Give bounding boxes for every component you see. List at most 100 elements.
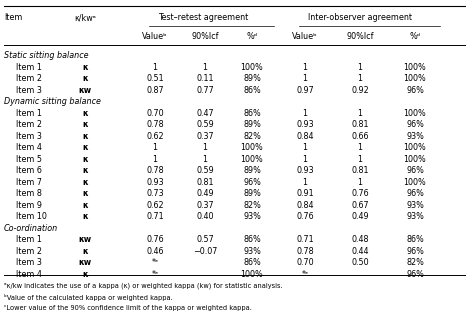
Text: 0.71: 0.71 (146, 212, 164, 221)
Text: Item 1: Item 1 (16, 235, 42, 244)
Text: κ: κ (82, 109, 88, 118)
Text: 1: 1 (302, 109, 308, 118)
Text: 96%: 96% (243, 177, 261, 187)
Text: Item: Item (4, 13, 22, 23)
Text: Item 2: Item 2 (16, 120, 42, 129)
Text: ᶜLower value of the 90% confidence limit of the kappa or weighted kappa.: ᶜLower value of the 90% confidence limit… (4, 305, 252, 311)
Text: κ: κ (82, 177, 88, 187)
Text: 93%: 93% (243, 212, 261, 221)
Text: *ᵉ: *ᵉ (301, 269, 309, 279)
Text: 0.92: 0.92 (351, 85, 369, 95)
Text: 0.71: 0.71 (296, 235, 314, 244)
Text: 0.37: 0.37 (196, 201, 214, 210)
Text: 1: 1 (302, 143, 308, 152)
Text: κ: κ (82, 155, 88, 164)
Text: Item 3: Item 3 (16, 85, 42, 95)
Text: 1: 1 (357, 74, 363, 83)
Text: Item 1: Item 1 (16, 63, 42, 72)
Text: 100%: 100% (241, 155, 264, 164)
Text: 0.44: 0.44 (351, 247, 369, 256)
Text: 0.37: 0.37 (196, 131, 214, 141)
Text: 96%: 96% (406, 269, 424, 279)
Text: κ: κ (82, 201, 88, 210)
Text: 1: 1 (153, 63, 157, 72)
Text: κ: κ (82, 131, 88, 141)
Text: *ᵉ: *ᵉ (151, 258, 159, 267)
Text: 0.84: 0.84 (296, 131, 314, 141)
Text: 1: 1 (153, 155, 157, 164)
Text: 93%: 93% (406, 201, 424, 210)
Text: 93%: 93% (243, 247, 261, 256)
Text: 0.76: 0.76 (146, 235, 164, 244)
Text: 1: 1 (202, 143, 208, 152)
Text: 82%: 82% (406, 258, 424, 267)
Text: 90%lcf: 90%lcf (191, 32, 219, 40)
Text: 1: 1 (357, 63, 363, 72)
Text: Item 3: Item 3 (16, 258, 42, 267)
Text: Item 8: Item 8 (16, 189, 42, 198)
Text: %ᵈ: %ᵈ (246, 32, 257, 40)
Text: 89%: 89% (243, 74, 261, 83)
Text: κ: κ (82, 143, 88, 152)
Text: Dynamic sitting balance: Dynamic sitting balance (4, 97, 101, 106)
Text: 89%: 89% (243, 120, 261, 129)
Text: κ: κ (82, 166, 88, 175)
Text: 96%: 96% (406, 189, 424, 198)
Text: 0.49: 0.49 (351, 212, 369, 221)
Text: 1: 1 (357, 109, 363, 118)
Text: 86%: 86% (406, 235, 424, 244)
Text: Item 9: Item 9 (16, 201, 42, 210)
Text: 1: 1 (357, 143, 363, 152)
Text: 0.93: 0.93 (146, 177, 164, 187)
Text: 89%: 89% (243, 166, 261, 175)
Text: 0.81: 0.81 (196, 177, 214, 187)
Text: 0.46: 0.46 (146, 247, 164, 256)
Text: Item 1: Item 1 (16, 109, 42, 118)
Text: 0.40: 0.40 (196, 212, 214, 221)
Text: 86%: 86% (243, 258, 261, 267)
Text: 0.93: 0.93 (296, 120, 314, 129)
Text: 0.78: 0.78 (296, 247, 314, 256)
Text: Item 3: Item 3 (16, 131, 42, 141)
Text: 0.51: 0.51 (146, 74, 164, 83)
Text: 0.81: 0.81 (351, 120, 369, 129)
Text: 96%: 96% (406, 120, 424, 129)
Text: *ᵉ: *ᵉ (151, 269, 159, 279)
Text: 0.77: 0.77 (196, 85, 214, 95)
Text: Static sitting balance: Static sitting balance (4, 51, 89, 60)
Text: 0.57: 0.57 (196, 235, 214, 244)
Text: κ: κ (82, 74, 88, 83)
Text: 0.73: 0.73 (146, 189, 164, 198)
Text: 0.62: 0.62 (146, 201, 164, 210)
Text: 96%: 96% (406, 85, 424, 95)
Text: 0.78: 0.78 (146, 120, 164, 129)
Text: 0.11: 0.11 (196, 74, 214, 83)
Text: 1: 1 (302, 74, 308, 83)
Text: 1: 1 (302, 155, 308, 164)
Text: 1: 1 (202, 155, 208, 164)
Text: 0.97: 0.97 (296, 85, 314, 95)
Text: %ᵈ: %ᵈ (410, 32, 420, 40)
Text: κw: κw (78, 235, 91, 244)
Text: 0.93: 0.93 (296, 166, 314, 175)
Text: Inter-observer agreement: Inter-observer agreement (308, 13, 412, 23)
Text: Valueᵇ: Valueᵇ (292, 32, 318, 40)
Text: 86%: 86% (243, 109, 261, 118)
Text: 100%: 100% (241, 143, 264, 152)
Text: ᵇValue of the calculated kappa or weighted kappa.: ᵇValue of the calculated kappa or weight… (4, 294, 173, 300)
Text: 93%: 93% (406, 212, 424, 221)
Text: κ: κ (82, 269, 88, 279)
Text: κ: κ (82, 247, 88, 256)
Text: 0.76: 0.76 (351, 189, 369, 198)
Text: 96%: 96% (406, 166, 424, 175)
Text: κw: κw (78, 85, 91, 95)
Text: 100%: 100% (404, 74, 427, 83)
Text: Item 6: Item 6 (16, 166, 42, 175)
Text: 0.66: 0.66 (351, 131, 369, 141)
Text: 0.49: 0.49 (196, 189, 214, 198)
Text: κ: κ (82, 189, 88, 198)
Text: 86%: 86% (243, 85, 261, 95)
Text: ᵃκ/kw indicates the use of a kappa (κ) or weighted kappa (kw) for statistic anal: ᵃκ/kw indicates the use of a kappa (κ) o… (4, 282, 283, 289)
Text: 100%: 100% (404, 63, 427, 72)
Text: 100%: 100% (404, 109, 427, 118)
